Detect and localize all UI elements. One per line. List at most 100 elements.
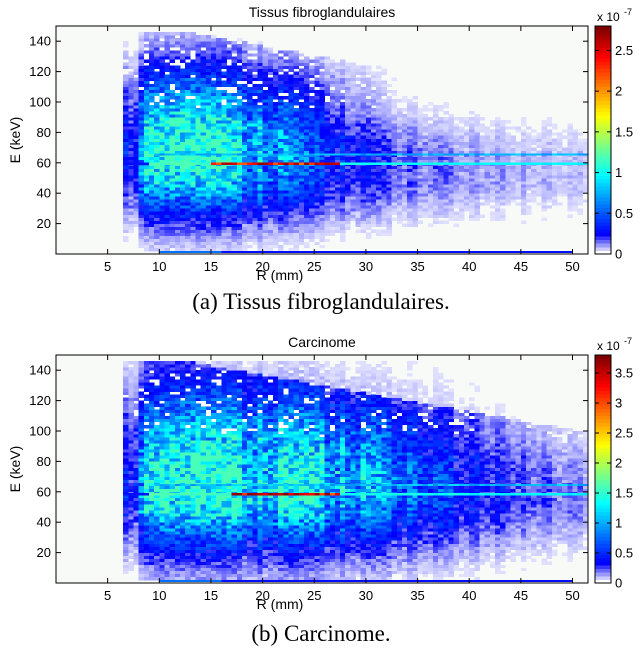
heatmap-cell <box>526 196 532 200</box>
heatmap-cell <box>520 202 527 206</box>
heatmap-cell <box>200 129 207 133</box>
heatmap-cell <box>567 208 573 212</box>
heatmap-cell <box>557 159 563 164</box>
heatmap-cell <box>210 171 217 176</box>
heatmap-cell <box>371 123 377 127</box>
heatmap-cell <box>464 135 470 139</box>
heatmap-cell <box>133 147 139 151</box>
heatmap-cell <box>205 244 212 249</box>
heatmap-cell <box>267 98 274 103</box>
heatmap-cell <box>133 141 139 145</box>
colorbar-swatch <box>595 75 611 80</box>
heatmap-cell <box>381 138 387 142</box>
heatmap-cell <box>407 211 413 215</box>
heatmap-cell <box>567 168 573 173</box>
heatmap-cell <box>174 187 181 191</box>
heatmap-cell <box>247 102 253 106</box>
heatmap-cell <box>236 102 243 106</box>
heatmap-cell <box>458 205 465 209</box>
heatmap-cell <box>360 250 366 253</box>
heatmap-cell <box>531 196 537 200</box>
peak-band-cell <box>179 153 186 156</box>
heatmap-cell <box>143 129 150 133</box>
heatmap-cell <box>236 144 243 148</box>
heatmap-cell <box>427 193 434 197</box>
heatmap-cell <box>489 178 496 182</box>
heatmap-cell <box>164 65 170 69</box>
heatmap-cell <box>174 123 181 127</box>
heatmap-cell <box>226 208 232 212</box>
heatmap-cell <box>293 156 300 161</box>
heatmap-cell <box>205 178 212 182</box>
heatmap-cell <box>536 171 542 176</box>
heatmap-cell <box>128 132 134 136</box>
heatmap-cell <box>200 232 207 237</box>
heatmap-cell <box>469 205 475 209</box>
heatmap-cell <box>319 196 325 200</box>
heatmap-cell <box>572 144 578 148</box>
heatmap-cell <box>309 123 315 127</box>
heatmap-cell <box>371 83 377 88</box>
heatmap-cell <box>557 147 563 151</box>
heatmap-cell <box>293 241 300 246</box>
heatmap-cell <box>288 98 294 103</box>
peak-band-cell <box>210 153 217 156</box>
heatmap-cell <box>231 41 238 45</box>
heatmap-cell <box>443 165 449 170</box>
heatmap-cell <box>226 83 232 88</box>
heatmap-cell <box>365 235 372 240</box>
heatmap-cell <box>143 50 150 54</box>
heatmap-cell <box>427 187 434 191</box>
heatmap-cell <box>365 208 372 212</box>
heatmap-cell <box>128 394 134 398</box>
heatmap-cell <box>474 211 480 215</box>
heatmap-cell <box>221 247 227 252</box>
heatmap-cell <box>226 226 232 230</box>
heatmap-cell <box>148 65 155 69</box>
peak-band-cell <box>479 153 485 156</box>
heatmap-cell <box>174 217 181 221</box>
heatmap-cell <box>128 537 134 541</box>
heatmap-cell <box>505 147 511 151</box>
heatmap-cell <box>164 235 170 240</box>
heatmap-cell <box>495 181 501 185</box>
heatmap-cell <box>355 178 362 182</box>
heatmap-cell <box>386 217 393 221</box>
heatmap-cell <box>551 150 558 154</box>
heatmap-cell <box>185 156 191 161</box>
heatmap-cell <box>443 171 449 176</box>
heatmap-cell <box>562 250 568 253</box>
peak-band-cell <box>319 153 325 156</box>
heatmap-cell <box>551 165 558 170</box>
heatmap-cell <box>143 86 150 91</box>
heatmap-cell <box>247 184 253 188</box>
heatmap-cell <box>236 199 243 203</box>
heatmap-cell <box>422 120 429 124</box>
heatmap-cell <box>257 202 263 206</box>
colorbar-swatch <box>595 43 611 48</box>
heatmap-cell <box>309 196 315 200</box>
heatmap-cell <box>298 144 305 148</box>
heatmap-cell <box>190 68 196 72</box>
heatmap-cell <box>360 117 367 121</box>
heatmap-cell <box>267 235 274 240</box>
heatmap-cell <box>262 156 269 161</box>
heatmap-cell <box>293 62 300 66</box>
heatmap-cell <box>453 168 460 173</box>
heatmap-cell <box>536 190 542 194</box>
heatmap-cell <box>257 199 263 203</box>
heatmap-cell <box>262 150 269 154</box>
heatmap-cell <box>138 244 145 249</box>
heatmap-cell <box>236 181 243 185</box>
heatmap-cell <box>567 214 573 218</box>
heatmap-cell <box>505 184 511 188</box>
heatmap-cell <box>495 205 501 209</box>
heatmap-cell <box>355 71 362 75</box>
heatmap-cell <box>133 510 139 514</box>
heatmap-cell <box>520 199 527 203</box>
heatmap-cell <box>267 144 274 148</box>
heatmap-cell <box>164 190 170 194</box>
x-tick-label: 30 <box>359 259 373 274</box>
heatmap-cell <box>520 129 527 133</box>
heatmap-cell <box>546 199 553 203</box>
